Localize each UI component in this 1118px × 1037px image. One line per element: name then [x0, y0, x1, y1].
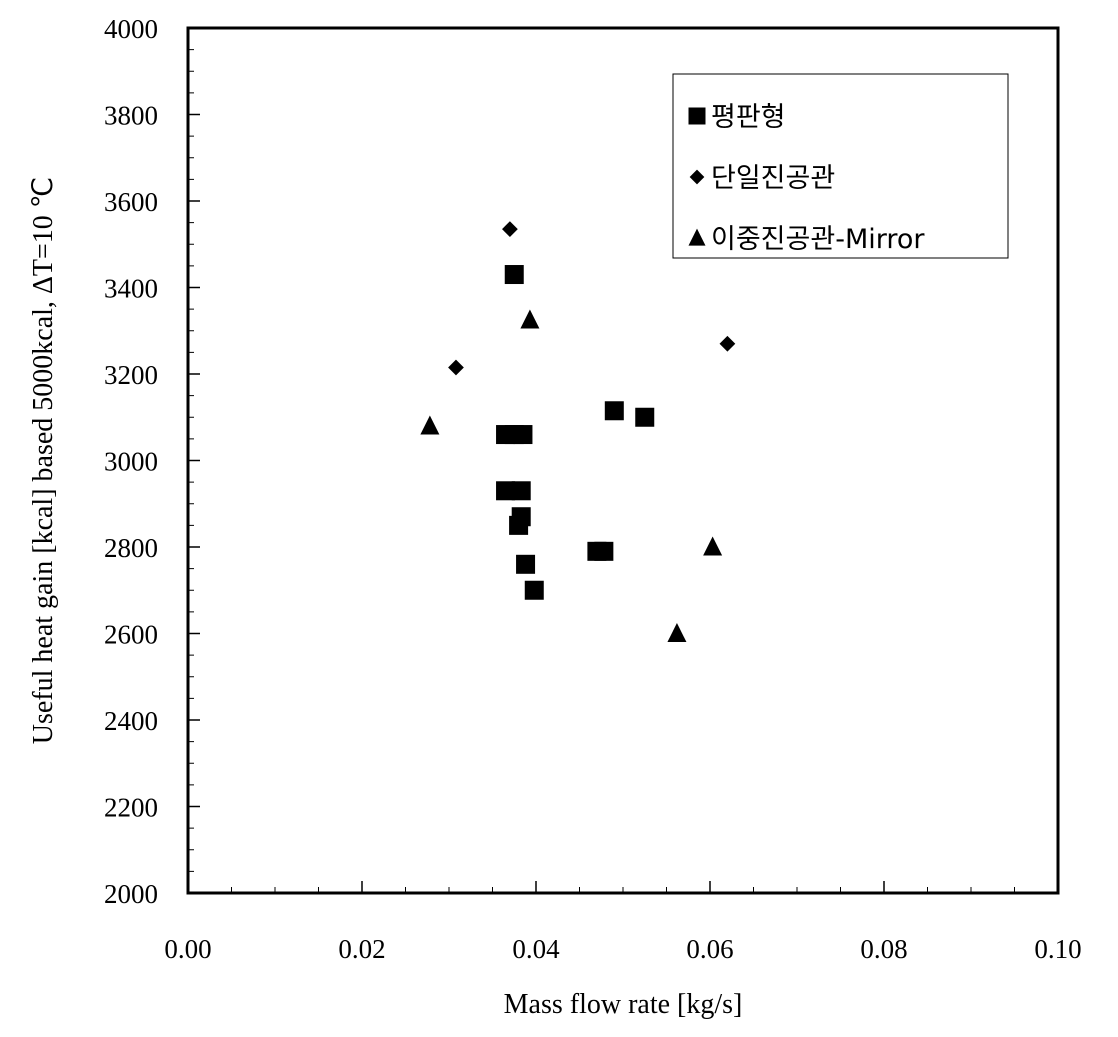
legend-label: 단일진공관 [711, 163, 835, 194]
diamond-data-point [448, 359, 464, 376]
y-tick-label: 2200 [104, 793, 158, 823]
y-tick-label: 3200 [104, 360, 158, 390]
diamond-data-point [502, 221, 518, 237]
square-data-point [511, 481, 531, 501]
square-data-point [504, 265, 524, 285]
y-tick-label: 3800 [104, 101, 158, 131]
y-axis-ticks: 2000 2200 2400 2600 2800 3000 3200 3400 3600 3800… [104, 14, 200, 909]
y-tick-label: 2000 [104, 879, 158, 909]
x-tick-label: 0.04 [512, 934, 560, 964]
legend-marker-square [688, 107, 706, 125]
square-data-point [513, 425, 533, 445]
y-tick-label: 2600 [104, 620, 158, 650]
x-tick-label: 0.06 [686, 934, 733, 964]
square-data-point [604, 401, 624, 421]
diamond-data-point [719, 335, 736, 352]
data-markers [420, 221, 736, 643]
triangle-data-point [420, 415, 440, 435]
y-tick-label: 2800 [104, 533, 158, 563]
y-tick-label: 3000 [104, 447, 158, 477]
square-data-point [496, 481, 516, 501]
y-tick-label: 4000 [104, 14, 158, 44]
x-tick-label: 0.08 [860, 934, 907, 964]
x-axis-ticks: 0.00 0.02 0.04 0.06 0.08 0.10 [164, 881, 1082, 964]
y-tick-label: 3400 [104, 274, 158, 304]
x-axis-title: Mass flow rate [kg/s] [504, 989, 743, 1020]
legend-label: 이중진공관-Mirror [711, 224, 925, 255]
y-tick-label: 2400 [104, 706, 158, 736]
legend-marker-diamond [689, 169, 705, 185]
triangle-data-point [667, 623, 687, 643]
square-data-point [635, 407, 655, 427]
triangle-data-point [520, 309, 540, 329]
legend-box [672, 73, 1009, 259]
legend-marker-triangle [688, 228, 706, 246]
legend-label: 평판형 [711, 102, 786, 133]
square-data-point [516, 554, 536, 574]
y-tick-label: 3600 [104, 187, 158, 217]
square-data-point [509, 515, 529, 535]
x-tick-label: 0.02 [338, 934, 385, 964]
y-axis-title: Useful heat gain [kcal] based 5000kcal, … [28, 177, 59, 745]
square-data-point [524, 580, 544, 600]
x-tick-label: 0.10 [1034, 934, 1081, 964]
triangle-data-point [703, 536, 723, 556]
x-tick-label: 0.00 [164, 934, 211, 964]
square-data-point [594, 541, 614, 561]
